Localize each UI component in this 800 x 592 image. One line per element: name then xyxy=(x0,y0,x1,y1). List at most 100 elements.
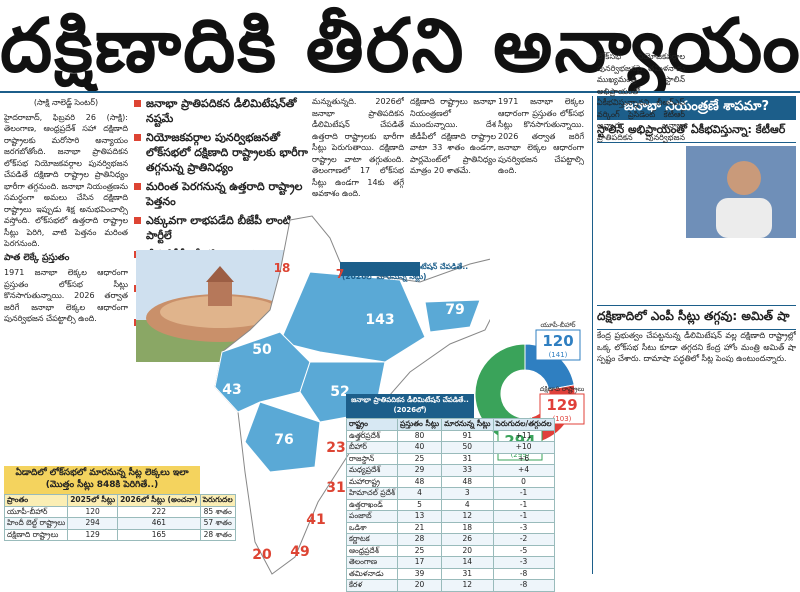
table-title-text: ఏడాదిలో లోక్‌సభలో మారనున్న సీట్ల లెక్కలు… xyxy=(15,468,189,478)
map-value: 52 xyxy=(330,384,350,400)
table-cell: 0 xyxy=(492,475,555,488)
article-column: (సాక్షి నాలెడ్జ్ సెంటర్) హైదరాబాద్, ఫిబ్… xyxy=(4,97,128,459)
map-value: 76 xyxy=(274,432,294,448)
table-cell: 222 xyxy=(117,505,201,518)
pie-previous: (103) xyxy=(553,415,572,423)
table-cell: 120 xyxy=(67,505,119,518)
table-cell: +10 xyxy=(492,441,555,454)
paragraph: మన్నుతున్నది. 2026లో జనాభా ప్రాతిపదికన డ… xyxy=(312,97,404,198)
table-row: రాజస్థాన్ 25 31 +6 xyxy=(345,452,555,465)
header-cell: ప్రాంతం xyxy=(3,494,69,507)
table-cell: 17 xyxy=(397,556,443,569)
table-cell: దక్షిణాది రాష్ట్రాలు xyxy=(3,528,69,541)
table-cell: కేరళ xyxy=(345,579,399,592)
paragraph: 1971 జనాభా లెక్కల ఆధారంగా ప్రస్తుతం లోక్… xyxy=(4,268,128,323)
header-cell: పెరుగుదల/తగ్గుదల xyxy=(492,418,555,431)
table-cell: 48 xyxy=(397,475,443,488)
table-cell: హిమాచల్ ప్రదేశ్ xyxy=(345,487,399,500)
paragraph: 1971 జనాభా లెక్కల ఆధారంగా ప్రస్తుతం లోక్… xyxy=(498,97,584,175)
state-table-box: జనాభా ప్రాతిపదికన డీలిమిటేషన్ చేపడితే.. … xyxy=(345,394,555,592)
table-cell: -2 xyxy=(492,533,555,546)
table-cell: -8 xyxy=(492,579,555,592)
table-cell: 129 xyxy=(67,528,119,541)
sidebar: జనాభా నియంత్రణే శాపమా? స్టాలిన్ అభిప్రాయ… xyxy=(592,52,796,574)
table-cell: 12 xyxy=(441,579,494,592)
rule xyxy=(0,91,800,93)
table-cell: 33 xyxy=(441,464,494,477)
table-cell: 21 xyxy=(397,521,443,534)
india-map xyxy=(214,215,490,575)
table-cell: 25 xyxy=(397,544,443,557)
bullet: ఎక్కువగా లాభపడేది బీజేపీ లాంటి పార్టీలే xyxy=(134,213,310,243)
table-cell: ఆంధ్రప్రదేశ్ xyxy=(345,544,399,557)
table-row: తెలంగాణ 17 14 -3 xyxy=(345,556,555,569)
map-value: 79 xyxy=(445,302,465,318)
table-cell: ఉత్తరాఖండ్ xyxy=(345,498,399,511)
table-cell: -1 xyxy=(492,498,555,511)
sidebar-text2: కేంద్ర ప్రభుత్వం చేపట్టనున్న డీలిమిటేషన్… xyxy=(597,331,796,363)
table-title: జనాభా ప్రాతిపదికన డీలిమిటేషన్ చేపడితే.. … xyxy=(346,394,474,418)
table-cell: 14 xyxy=(441,556,494,569)
table-cell: పంజాబ్ xyxy=(345,510,399,523)
header-row: రాష్ట్రం ప్రస్తుతం సీట్లు మారనున్న సీట్లు ప… xyxy=(345,418,555,431)
table-cell: 40 xyxy=(397,441,443,454)
table-cell: +4 xyxy=(492,464,555,477)
table-cell: 165 xyxy=(117,528,201,541)
table-cell: 4 xyxy=(397,487,443,500)
sidebar-text: లోక్‌సభ నియోజకవర్గాల పునర్విభజనపై తమిళనా… xyxy=(597,52,685,142)
table-cell: 5 xyxy=(397,498,443,511)
sidebar-heading: జనాభా నియంత్రణే శాపమా? xyxy=(597,96,796,120)
header-cell: 2026లో సీట్లు (అంచనా) xyxy=(117,494,201,507)
table-cell: మహారాష్ట్ర xyxy=(345,475,399,488)
sidebar-heading2: దక్షిణాదిలో ఎంపీ సీట్లు తగ్గవు: అమిత్ షా xyxy=(597,305,796,330)
bullet: జనాభా ప్రాతిపదికన డీలిమిటేషన్‌తో నష్టమే xyxy=(134,96,310,126)
bullet: నియోజకవర్గాల పునర్విభజనతో లోక్‌సభలో దక్ష… xyxy=(134,130,310,175)
table-subtitle: (మొత్తం సీట్లు 848కి పెరిగితే..) xyxy=(45,480,159,490)
table-cell: 294 xyxy=(67,517,119,530)
map-value: 31 xyxy=(326,480,346,496)
map-value: 50 xyxy=(252,342,272,358)
table-cell: కర్ణాటక xyxy=(345,533,399,546)
table-cell: హిందీ బెల్ట్ రాష్ట్రాలు xyxy=(3,517,69,530)
table-row: హిందీ బెల్ట్ రాష్ట్రాలు 294 461 57 శాతం xyxy=(3,517,236,530)
table-cell: 48 xyxy=(441,475,494,488)
table-cell: 18 xyxy=(441,521,494,534)
map-title: జనాభా ప్రాతిపదికన డీలిమిటేషన్ చేపడితే.. … xyxy=(342,262,469,281)
table-cell: 91 xyxy=(441,429,494,442)
table-row: పంజాబ్ 13 12 -1 xyxy=(345,510,555,523)
pie-name: దక్షిణాది రాష్ట్రాలు xyxy=(540,385,585,394)
table-cell: 31 xyxy=(441,452,494,465)
label-box xyxy=(535,329,581,361)
bullet: మరింత పెరగనున్న ఉత్తరాది రాష్ట్రాల పెత్త… xyxy=(134,179,310,209)
table-row: కేరళ 20 12 -8 xyxy=(345,579,555,592)
page: దక్షిణాదికి తీరని అన్యాయం! (సాక్షి నాలెడ… xyxy=(0,3,800,592)
table-row: హిమాచల్ ప్రదేశ్ 4 3 -1 xyxy=(345,487,555,500)
header-cell: 2025లో సీట్లు xyxy=(67,494,119,507)
map-value: 41 xyxy=(306,512,326,528)
state-table: రాష్ట్రం ప్రస్తుతం సీట్లు మారనున్న సీట్లు ప… xyxy=(345,418,555,592)
map-value: 143 xyxy=(365,312,395,328)
header-row: ప్రాంతం 2025లో సీట్లు 2026లో సీట్లు (అంచనా… xyxy=(3,494,236,507)
table-cell: 13 xyxy=(397,510,443,523)
table-cell: 28 xyxy=(397,533,443,546)
table-title: ఏడాదిలో లోక్‌సభలో మారనున్న సీట్ల లెక్కలు… xyxy=(4,466,200,494)
pie-previous: (141) xyxy=(549,351,568,359)
article-column: 1971 జనాభా లెక్కల ఆధారంగా ప్రస్తుతం లోక్… xyxy=(498,96,584,214)
table-cell: 80 xyxy=(397,429,443,442)
table-row: యూపీ-బీహార్ 120 222 85 శాతం xyxy=(3,505,236,518)
header-cell: రాష్ట్రం xyxy=(345,418,399,431)
table-row: మహారాష్ట్ర 48 48 0 xyxy=(345,475,555,488)
article-column: మన్నుతున్నది. 2026లో జనాభా ప్రాతిపదికన డ… xyxy=(312,96,404,214)
map-value: 43 xyxy=(222,382,242,398)
table-cell: -1 xyxy=(492,487,555,500)
table-row: మధ్యప్రదేశ్ 29 33 +4 xyxy=(345,464,555,477)
table-cell: +6 xyxy=(492,452,555,465)
map-value: 49 xyxy=(290,544,310,560)
table-cell: 12 xyxy=(441,510,494,523)
map-value: 7 xyxy=(335,267,345,281)
byline: (సాక్షి నాలెడ్జ్ సెంటర్) xyxy=(33,98,99,107)
table-row: ఆంధ్రప్రదేశ్ 25 20 -5 xyxy=(345,544,555,557)
table-cell: 20 xyxy=(441,544,494,557)
header-cell: పెరుగుదల xyxy=(199,494,236,507)
map-value: 18 xyxy=(273,261,291,275)
